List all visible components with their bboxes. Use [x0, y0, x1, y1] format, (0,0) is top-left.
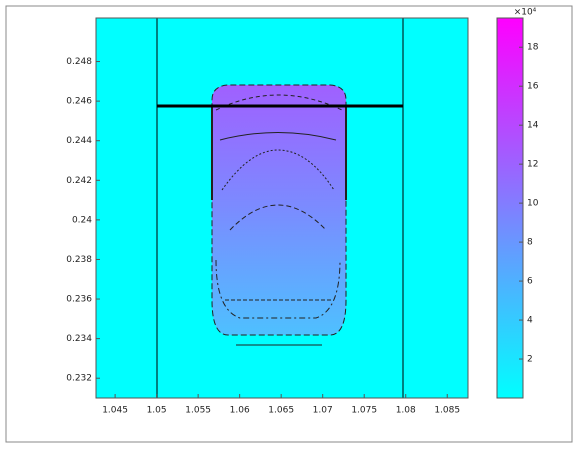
figure: ×10⁴ 1.045 1.05 1.055 1.06 1.065 1.07 1.075 1.0…	[0, 0, 579, 448]
colorbar-label: ×10⁴	[514, 8, 537, 18]
y-tick-label: 0.236	[66, 295, 92, 305]
colorbar-tick-label: 6	[527, 277, 533, 287]
y-tick-label: 0.242	[66, 176, 92, 186]
y-tick-label: 0.248	[66, 57, 92, 67]
x-tick-label: 1.085	[434, 406, 460, 416]
y-tick-label: 0.244	[66, 136, 92, 146]
y-tick-label: 0.24	[72, 215, 92, 225]
x-tick-label: 1.07	[313, 406, 333, 416]
x-tick-label: 1.08	[396, 406, 416, 416]
y-tick-label: 0.246	[66, 97, 92, 107]
colorbar-tick-label: 12	[527, 160, 538, 170]
colorbar	[497, 18, 523, 398]
colorbar-tick-label: 16	[527, 82, 539, 92]
colorbar-tick-label: 18	[527, 43, 539, 53]
x-tick-label: 1.05	[147, 406, 167, 416]
colorbar-tick-label: 4	[527, 316, 533, 326]
car-contours	[212, 85, 346, 345]
y-tick-label: 0.234	[66, 334, 92, 344]
colorbar-tick-label: 14	[527, 121, 539, 131]
colorbar-tick-label: 8	[527, 238, 533, 248]
colorbar-tick-label: 10	[527, 199, 539, 209]
x-tick-label: 1.065	[268, 406, 294, 416]
y-tick-label: 0.238	[66, 255, 92, 265]
x-tick-label: 1.06	[230, 406, 250, 416]
colorbar-tick-label: 2	[527, 355, 533, 365]
x-tick-label: 1.075	[351, 406, 377, 416]
y-tick-label: 0.232	[66, 374, 92, 384]
x-tick-label: 1.045	[102, 406, 128, 416]
x-tick-label: 1.055	[185, 406, 211, 416]
